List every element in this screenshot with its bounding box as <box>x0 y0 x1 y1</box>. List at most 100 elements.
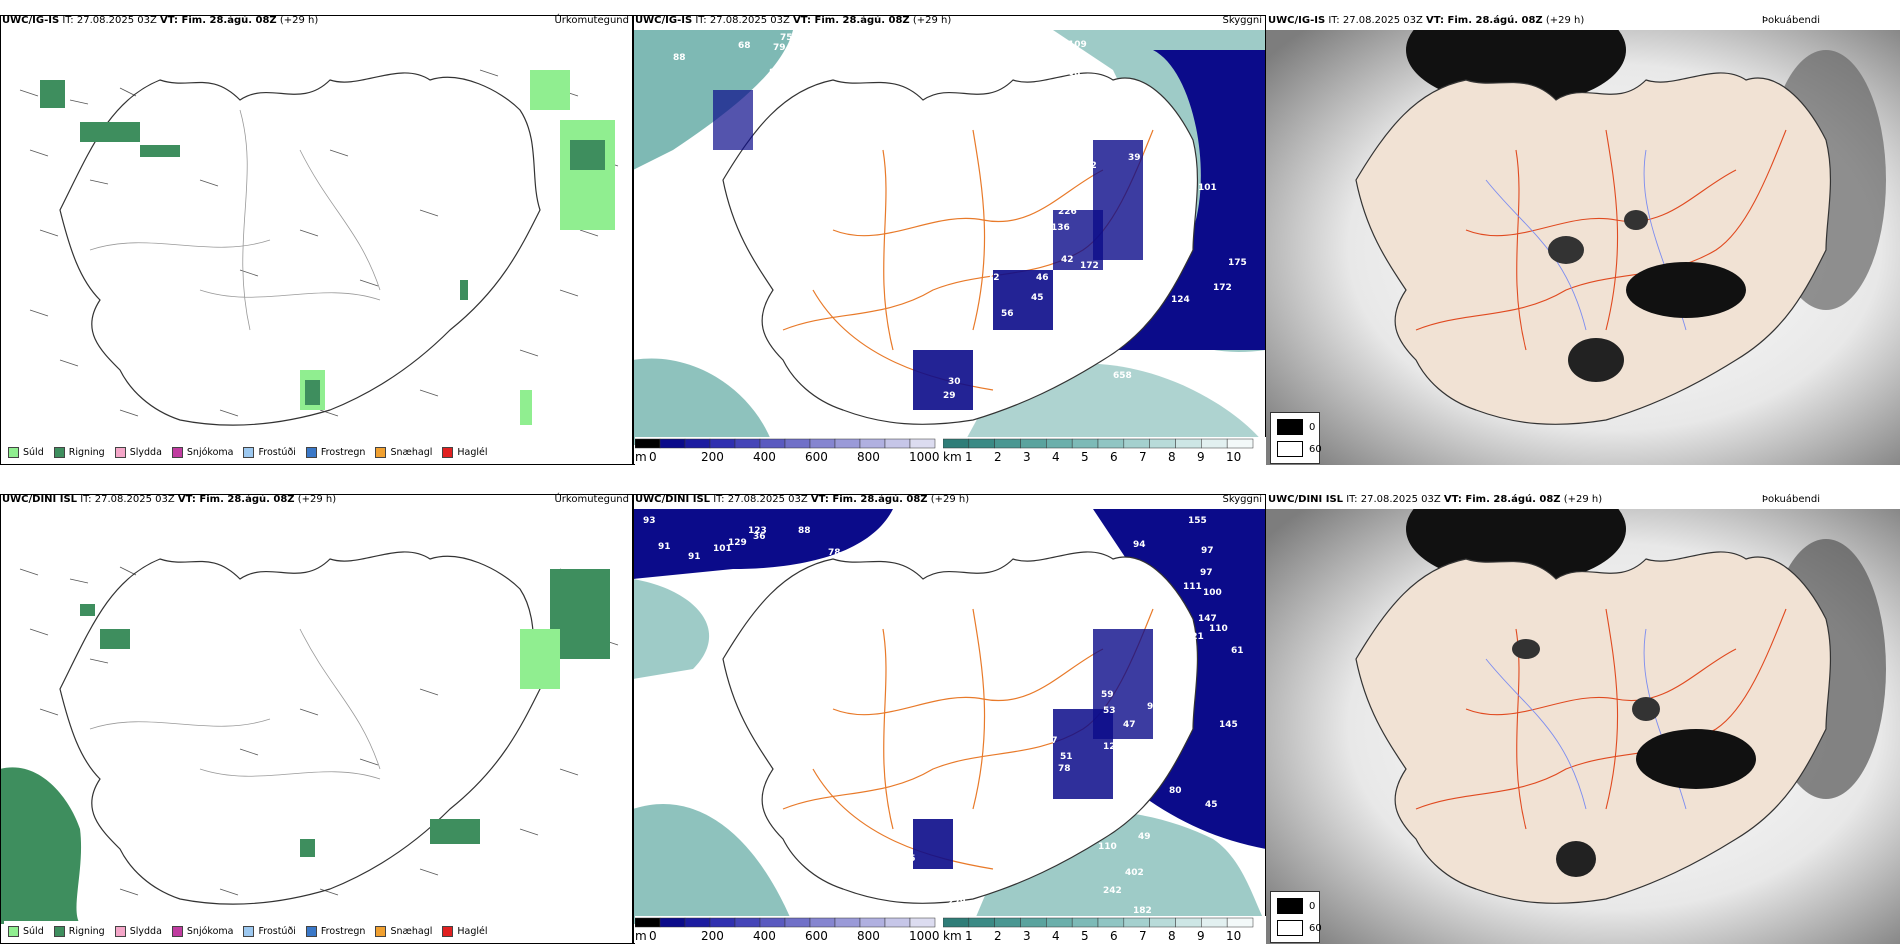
low-visibility-patches <box>713 90 1143 410</box>
visibility-scale-bin <box>1226 438 1254 449</box>
panel-title-top-1: UWC/IG-IS IT: 27.08.2025 03Z VT: Fim. 28… <box>2 15 319 26</box>
visibility-value-label: 228 <box>947 898 966 908</box>
visibility-value-label: 30 <box>948 377 961 387</box>
wind-barbs <box>19 69 619 417</box>
visibility-value-label: 110 <box>1098 842 1117 852</box>
visibility-scale-bin <box>1020 438 1047 449</box>
visibility-value-label: 94 <box>1133 540 1146 550</box>
visibility-value-label: 89 <box>824 568 837 578</box>
elevation-tick-label: 800 <box>857 929 880 943</box>
visibility-scale: km 1 2 3 4 5 6 7 8 9 10 <box>943 437 1266 465</box>
elevation-scale-bin <box>909 917 936 928</box>
visibility-tick-label: 8 <box>1168 450 1176 464</box>
visibility-tick-label: 6 <box>1110 450 1118 464</box>
elevation-scale: m 0 200 400 600 800 1000 <box>635 916 945 944</box>
legend-item: Haglél <box>442 925 488 937</box>
elevation-tick-label: 800 <box>857 450 880 464</box>
legend-swatch <box>8 446 19 458</box>
elevation-scale-bin <box>709 917 736 928</box>
visibility-value-label: 39 <box>1128 153 1141 163</box>
elevation-tick-label: 200 <box>701 929 724 943</box>
legend-swatch <box>171 446 183 458</box>
visibility-value-label: 53 <box>1103 706 1116 716</box>
legend-swatch <box>243 446 255 458</box>
visibility-value-label: 155 <box>1188 516 1207 526</box>
fog-patches <box>1512 639 1756 877</box>
elevation-tick-label: 0 <box>649 450 657 464</box>
fog-indicator-panel-bottom: UWC/DINI ISL IT: 27.08.2025 03Z VT: Fim.… <box>1266 491 1900 944</box>
elevation-scale-bin <box>709 438 736 449</box>
legend-item: Súld <box>8 925 44 937</box>
visibility-tick-label: 9 <box>1197 450 1205 464</box>
elevation-unit: m <box>635 450 647 464</box>
visibility-value-label: 45 <box>1205 800 1218 810</box>
legend-item: Rigning <box>53 925 105 937</box>
visibility-value-label: 88 <box>798 526 811 536</box>
legend-item: Snæhagl <box>375 446 432 458</box>
visibility-value-label: 91 <box>688 552 701 562</box>
visibility-value-label: 97 <box>1201 546 1214 556</box>
legend-item: Súld <box>8 446 44 458</box>
elevation-scale-bin <box>884 917 911 928</box>
visibility-value-label: 121 <box>1185 632 1204 642</box>
visibility-value-label: 46 <box>1086 99 1099 109</box>
legend-item: Slydda <box>114 925 162 937</box>
roads <box>1415 129 1787 351</box>
visibility-value-label: 29 <box>943 391 956 401</box>
elevation-scale-bin <box>635 438 661 449</box>
panel-title-top-2: UWC/IG-IS IT: 27.08.2025 03Z VT: Fim. 28… <box>635 15 952 26</box>
elevation-scale-bin <box>834 438 861 449</box>
visibility-value-label: 22 <box>1013 812 1026 822</box>
visibility-scale-bin <box>1175 438 1202 449</box>
panel-product-label: Skyggni <box>1222 494 1262 505</box>
legend-item: Slydda <box>114 446 162 458</box>
legend-item: Snæhagl <box>375 925 432 937</box>
visibility-value-label: 86 <box>843 594 856 604</box>
svg-text:km: km <box>943 929 962 943</box>
visibility-tick-label: 2 <box>994 450 1002 464</box>
elevation-scale-bin <box>635 917 661 928</box>
visibility-tick-label: 6 <box>1110 929 1118 943</box>
visibility-value-label: 44 <box>1123 788 1136 798</box>
panel-title-bottom-3: UWC/DINI ISL IT: 27.08.2025 03Z VT: Fim.… <box>1268 494 1603 505</box>
visibility-value-label: 68 <box>738 41 751 51</box>
visibility-scale-bin <box>1149 917 1176 928</box>
panel-product-label: Úrkomutegund <box>554 494 629 505</box>
fog-indicator-panel-top: UWC/IG-IS IT: 27.08.2025 03Z VT: Fim. 28… <box>1266 12 1900 465</box>
elevation-scale-bin <box>684 438 711 449</box>
elevation-scale-bin <box>909 438 936 449</box>
visibility-scale-bin <box>1201 917 1228 928</box>
visibility-scale-bin <box>1071 438 1099 449</box>
visibility-tick-label: 10 <box>1226 929 1241 943</box>
visibility-value-label: 172 <box>1213 283 1232 293</box>
visibility-scale-bin <box>1046 438 1073 449</box>
visibility-scale-bin <box>1201 438 1228 449</box>
elevation-scale-bin <box>684 917 711 928</box>
visibility-value-label: 97 <box>1200 568 1213 578</box>
visibility-scale-bin <box>994 917 1021 928</box>
precip-type-panel-top: UWC/IG-IS IT: 27.08.2025 03Z VT: Fim. 28… <box>0 12 633 465</box>
visibility-value-label: 75 <box>780 33 793 43</box>
visibility-value-label: 123 <box>748 526 767 536</box>
visibility-value-label: 78 <box>828 548 841 558</box>
visibility-scale-bin <box>994 438 1021 449</box>
fog-patches <box>1548 210 1746 382</box>
legend-item: Frostúði <box>243 925 296 937</box>
visibility-value-label: 97 <box>1033 218 1046 228</box>
legend-item: Frostúði <box>243 446 296 458</box>
low-visibility-east <box>1113 50 1266 350</box>
visibility-value-label: 87 <box>818 580 831 590</box>
iceland-outline-map <box>19 69 619 426</box>
visibility-value-label: 46 <box>1036 273 1049 283</box>
visibility-scale: km 1 2 3 4 5 6 7 8 9 10 <box>943 916 1266 944</box>
visibility-scale-bin <box>1097 438 1125 449</box>
visibility-scale-bin <box>943 917 970 928</box>
visibility-scale-bin <box>1097 917 1125 928</box>
legend-swatch <box>375 446 387 458</box>
legend-swatch <box>53 446 65 458</box>
visibility-value-label: 97 <box>1147 702 1160 712</box>
legend-swatch <box>442 446 454 458</box>
elevation-scale-bin <box>759 438 786 449</box>
visibility-scale-bin <box>1020 917 1047 928</box>
elevation-scale-bin <box>809 917 836 928</box>
